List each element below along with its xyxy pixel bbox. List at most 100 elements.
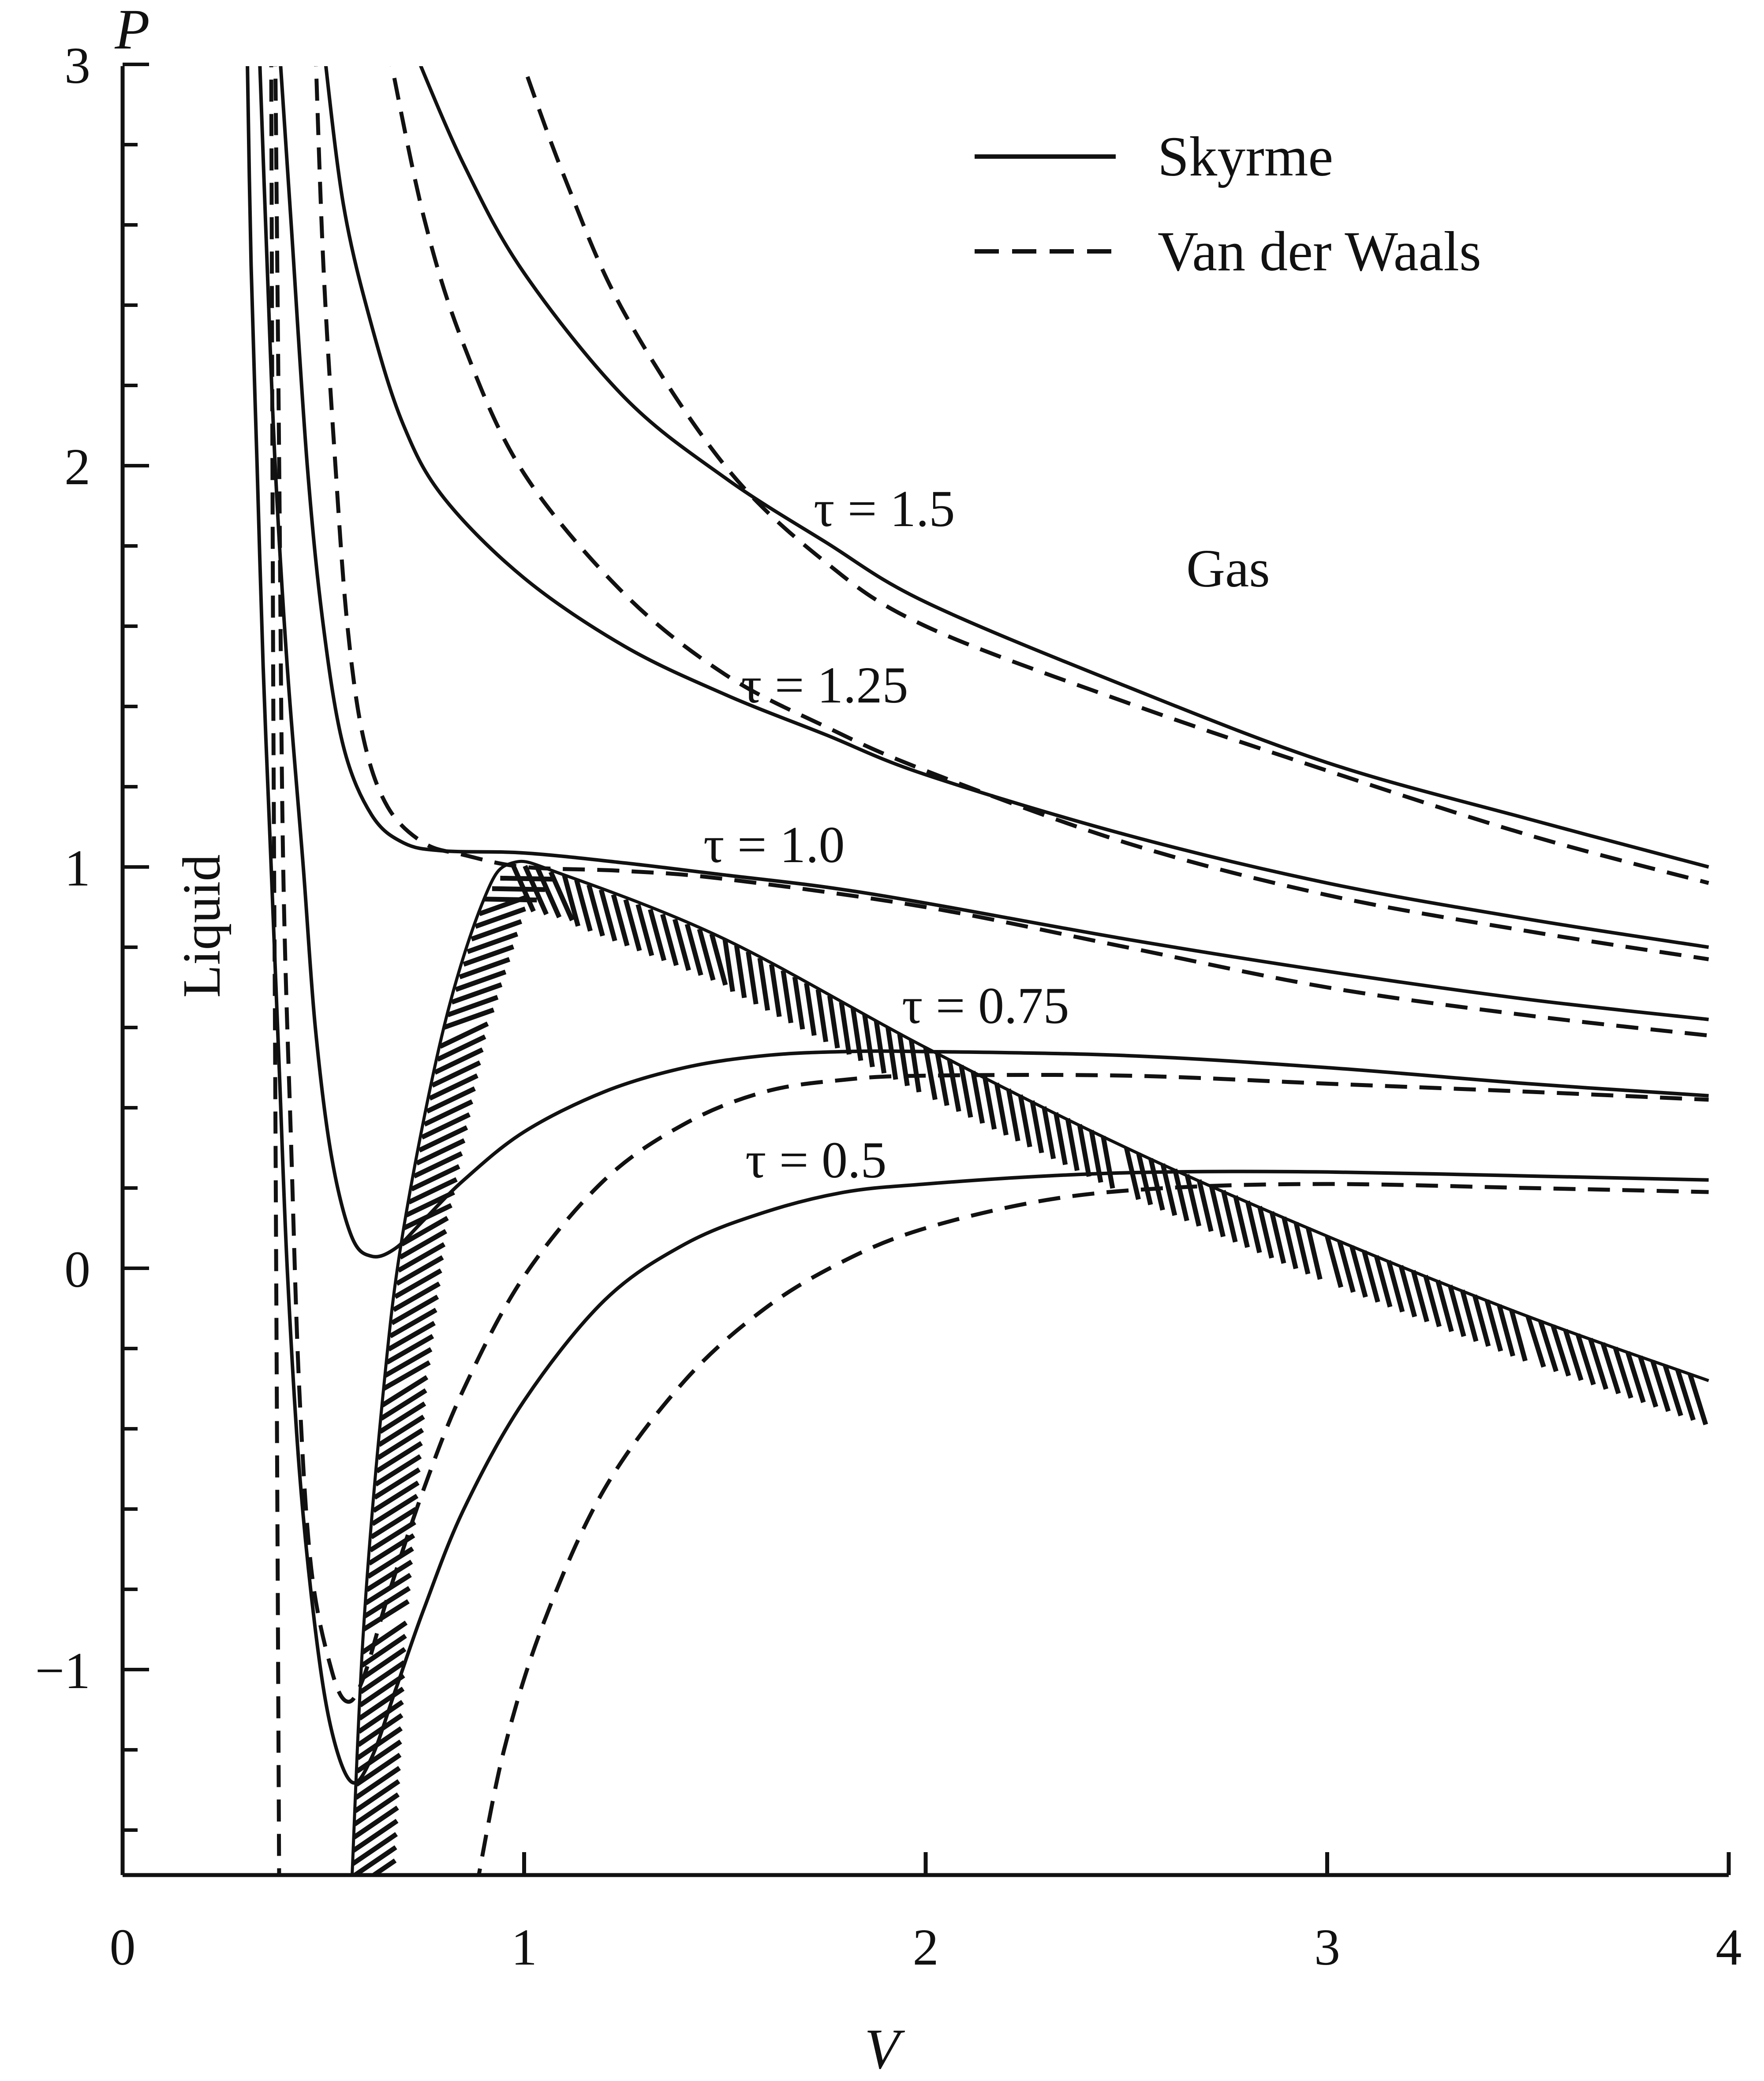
skyrme-curve-tau-1-25 — [324, 66, 1709, 949]
spinodal-hatch-mark — [400, 1216, 449, 1247]
spinodal-hatch-mark — [428, 1073, 478, 1101]
spinodal-hatch-mark — [1006, 1088, 1020, 1142]
spinodal-hatch-mark — [389, 1308, 437, 1338]
spinodal-hatch-mark — [1349, 1245, 1368, 1298]
annotation-tau-0-5: τ = 0.5 — [745, 1131, 886, 1189]
spinodal-hatch-mark — [548, 871, 575, 922]
spinodal-hatch-mark — [365, 1559, 413, 1592]
spinodal-hatch-mark — [815, 989, 829, 1042]
spinodal-hatch-mark — [709, 933, 728, 986]
spinodal-hatch-mark — [373, 1467, 421, 1500]
spinodal-hatch-mark — [1233, 1195, 1250, 1248]
spinodal-hatch-mark — [1423, 1274, 1442, 1327]
spinodal-hatch-mark — [769, 964, 782, 1017]
vdw-curve-tau-0-5 — [269, 66, 281, 1875]
spinodal-hatch-mark — [369, 1858, 397, 1875]
spinodal-hatch-mark — [467, 931, 519, 954]
spinodal-hatch-mark — [357, 1713, 404, 1747]
y-tick-label: 0 — [64, 1240, 90, 1298]
spinodal-hatch-mark — [1325, 1235, 1344, 1288]
spinodal-hatch-mark — [1041, 1106, 1056, 1159]
spinodal-hatch-mark — [351, 1832, 398, 1866]
spinodal-hatch-mark — [1411, 1270, 1430, 1323]
spinodal-hatch-mark — [935, 1053, 949, 1106]
spinodal-hatch-mark — [827, 995, 840, 1049]
skyrme-curve-tau-0-5 — [246, 66, 1709, 1785]
spinodal-hatch-mark — [1637, 1355, 1659, 1408]
spinodal-hatch-mark — [377, 1415, 425, 1447]
spinodal-hatch-mark — [1101, 1136, 1115, 1189]
spinodal-hatch-mark — [397, 1242, 446, 1273]
spinodal-hatch-mark — [371, 1494, 419, 1526]
spinodal-hatch-mark — [352, 1819, 399, 1853]
spinodal-hatch-mark — [443, 1007, 495, 1030]
spinodal-hatch-mark — [1148, 1158, 1165, 1211]
spinodal-hatch-mark — [439, 1021, 489, 1049]
spinodal-hatch-mark — [387, 1321, 436, 1352]
spinodal-hatch-mark — [1625, 1351, 1646, 1403]
spinodal-hatch-mark — [378, 1401, 426, 1434]
spinodal-hatch-mark — [459, 957, 511, 979]
spinodal-hatch-mark — [1687, 1373, 1708, 1426]
y-tick-label: 3 — [64, 37, 90, 94]
x-axis-title: V — [864, 2017, 905, 2081]
spinodal-hatch-mark — [360, 1647, 407, 1681]
region-label-gas: Gas — [1186, 539, 1270, 598]
spinodal-hatch-mark — [959, 1065, 973, 1118]
spinodal-hatch-mark — [1269, 1211, 1286, 1264]
spinodal-hatch-mark — [994, 1083, 1009, 1136]
spinodal-hatch-mark — [399, 1229, 447, 1260]
spinodal-hatch-mark — [500, 875, 553, 882]
legend-label-vdw: Van der Waals — [1158, 220, 1481, 283]
spinodal-hatch-mark — [586, 884, 605, 937]
y-axis-title: P — [114, 0, 149, 61]
spinodal-hatch-mark — [970, 1071, 985, 1124]
spinodal-hatch-mark — [1172, 1169, 1189, 1222]
spinodal-hatch-mark — [357, 1700, 404, 1734]
spinodal-hatch-mark — [407, 1177, 458, 1205]
spinodal-hatch-mark — [908, 1039, 922, 1093]
spinodal-hatch-mark — [510, 862, 536, 912]
region-label-liquid: Liquid — [172, 854, 232, 998]
spinodal-hatch-mark — [1600, 1342, 1621, 1394]
spinodal-hatch-mark — [359, 1660, 406, 1694]
spinodal-hatch-mark — [1361, 1250, 1380, 1303]
spinodal-hatch-mark — [359, 1673, 405, 1707]
spinodal-hatch-mark — [1472, 1294, 1491, 1347]
x-tick-label: 2 — [913, 1918, 939, 1976]
skyrme-curve-tau-0-75 — [258, 66, 1709, 1259]
x-tick-label: 0 — [110, 1918, 136, 1976]
annotation-tau-1-25: τ = 1.25 — [741, 656, 908, 714]
spinodal-hatch-mark — [885, 1027, 898, 1080]
annotation-tau-0-75: τ = 0.75 — [902, 977, 1069, 1035]
spinodal-hatch-mark — [362, 1599, 410, 1632]
y-tick-label: 2 — [64, 438, 90, 496]
spinodal-hatch-mark — [463, 944, 515, 967]
annotation-tau-1-5: τ = 1.5 — [814, 480, 955, 538]
spinodal-hatch-mark — [1257, 1206, 1274, 1259]
spinodal-hatch-mark — [447, 995, 499, 1017]
spinodal-hatch-mark — [360, 1633, 407, 1668]
spinodal-hatch-mark — [923, 1047, 938, 1100]
spinodal-hatch-mark — [792, 976, 805, 1030]
spinodal-hatch-mark — [372, 1480, 420, 1513]
spinodal-hatch-mark — [431, 1060, 481, 1088]
spinodal-hatch-mark — [1551, 1324, 1571, 1377]
spinodal-hatch-mark — [635, 904, 654, 956]
spinodal-hatch-mark — [366, 1546, 414, 1579]
spinodal-hatch-mark — [684, 923, 703, 976]
spinodal-hatch-mark — [598, 889, 617, 941]
spinodal-hatch-mark — [1386, 1260, 1405, 1313]
spinodal-hatch-mark — [1563, 1329, 1584, 1381]
spinodal-hatch-mark — [352, 1805, 399, 1840]
spinodal-hatch-mark — [1221, 1190, 1238, 1243]
legend-label-skyrme: Skyrme — [1158, 125, 1333, 188]
spinodal-hatch-mark — [746, 951, 759, 1005]
spinodal-hatch-mark — [839, 1001, 852, 1055]
spinodal-hatch-mark — [1538, 1320, 1558, 1372]
spinodal-hatch-mark — [1337, 1240, 1356, 1293]
spinodal-hatch-mark — [415, 1138, 466, 1166]
spinodal-hatch-mark — [947, 1059, 961, 1112]
axes — [120, 66, 1729, 1877]
